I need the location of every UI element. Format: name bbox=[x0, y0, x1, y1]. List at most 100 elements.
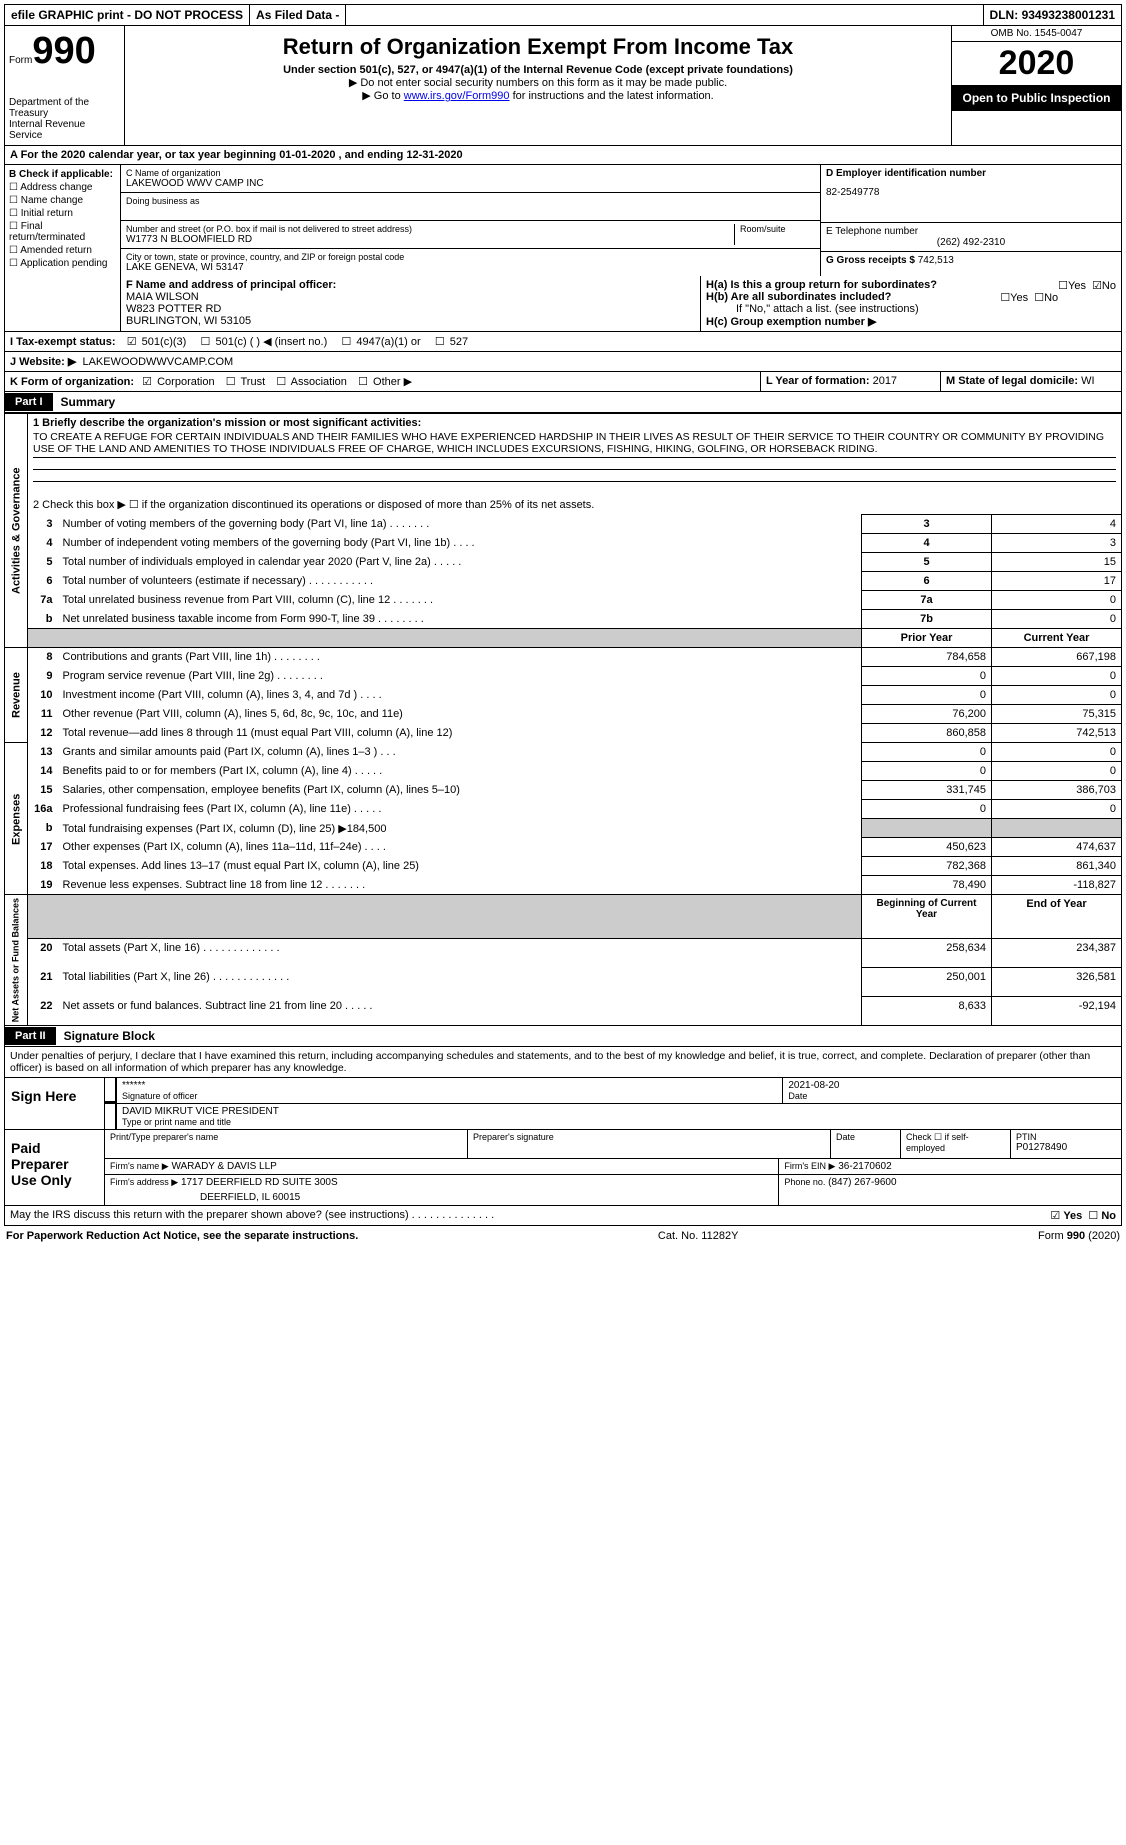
chk-initial-return[interactable]: Initial return bbox=[9, 208, 116, 219]
exp-18-num: 18 bbox=[28, 857, 58, 876]
gov-3-val: 4 bbox=[992, 515, 1122, 534]
opt-assoc: Association bbox=[291, 376, 347, 388]
net-22-text: Net assets or fund balances. Subtract li… bbox=[58, 997, 862, 1026]
chk-corp[interactable] bbox=[140, 376, 154, 388]
col-headers-rev: Prior YearCurrent Year bbox=[5, 629, 1122, 648]
chk-trust[interactable] bbox=[224, 376, 238, 388]
chk-501c3[interactable] bbox=[125, 336, 139, 348]
chk-name-change[interactable]: Name change bbox=[9, 195, 116, 206]
footer-catno: Cat. No. 11282Y bbox=[658, 1230, 739, 1242]
net-row-21: 21Total liabilities (Part X, line 26) . … bbox=[5, 968, 1122, 997]
topbar-spacer bbox=[346, 5, 983, 25]
sign-here-right: ****** Signature of officer 2021-08-20 D… bbox=[105, 1078, 1121, 1129]
officer-printed-name: DAVID MIKRUT VICE PRESIDENT bbox=[122, 1106, 1116, 1117]
sig-officer-cell: ****** Signature of officer bbox=[117, 1078, 783, 1103]
officer-label: F Name and address of principal officer: bbox=[126, 279, 695, 291]
exp-row-18: 18Total expenses. Add lines 13–17 (must … bbox=[5, 857, 1122, 876]
gov-7b-rn: 7b bbox=[862, 610, 992, 629]
rev-row-11: 11Other revenue (Part VIII, column (A), … bbox=[5, 705, 1122, 724]
irs-link[interactable]: www.irs.gov/Form990 bbox=[404, 90, 510, 102]
exp-14-text: Benefits paid to or for members (Part IX… bbox=[58, 762, 862, 781]
section-i: I Tax-exempt status: 501(c)(3) 501(c) ( … bbox=[4, 332, 1122, 352]
sig-date: 2021-08-20 bbox=[788, 1080, 1116, 1091]
exp-16b-prior bbox=[862, 819, 992, 838]
rev-11-num: 11 bbox=[28, 705, 58, 724]
gov-row-7a: 7aTotal unrelated business revenue from … bbox=[5, 591, 1122, 610]
sections-fh: F Name and address of principal officer:… bbox=[4, 276, 1122, 332]
chk-address-change[interactable]: Address change bbox=[9, 182, 116, 193]
chk-assoc[interactable] bbox=[274, 376, 288, 388]
officer-addr2: BURLINGTON, WI 53105 bbox=[126, 315, 695, 327]
instr-post: for instructions and the latest informat… bbox=[510, 90, 714, 102]
chk-4947[interactable] bbox=[339, 336, 353, 348]
net-22-end: -92,194 bbox=[992, 997, 1122, 1026]
exp-15-num: 15 bbox=[28, 781, 58, 800]
gov-7b-num: b bbox=[28, 610, 58, 629]
addr-row: Number and street (or P.O. box if mail i… bbox=[121, 221, 820, 249]
exp-13-prior: 0 bbox=[862, 743, 992, 762]
exp-19-current: -118,827 bbox=[992, 876, 1122, 895]
h-a-label: H(a) Is this a group return for subordin… bbox=[706, 279, 937, 291]
exp-13-text: Grants and similar amounts paid (Part IX… bbox=[58, 743, 862, 762]
firm-name-label: Firm's name ▶ bbox=[110, 1161, 169, 1171]
firm-city: DEERFIELD, IL 60015 bbox=[110, 1188, 773, 1203]
sig-officer-row: ****** Signature of officer 2021-08-20 D… bbox=[105, 1078, 1121, 1104]
net-21-text: Total liabilities (Part X, line 26) . . … bbox=[58, 968, 862, 997]
chk-amended[interactable]: Amended return bbox=[9, 245, 116, 256]
form-number: 990 bbox=[32, 30, 95, 72]
col-begin: Beginning of Current Year bbox=[862, 895, 992, 939]
col-prior: Prior Year bbox=[862, 629, 992, 648]
net-20-text: Total assets (Part X, line 16) . . . . .… bbox=[58, 939, 862, 968]
part2-tag: Part II bbox=[5, 1027, 56, 1045]
mission-line2 bbox=[33, 470, 1116, 482]
street-label: Number and street (or P.O. box if mail i… bbox=[126, 224, 729, 234]
gross-label: G Gross receipts $ bbox=[826, 255, 915, 266]
opt-trust: Trust bbox=[241, 376, 266, 388]
line2-discontinued: 2 Check this box ▶ ☐ if the organization… bbox=[28, 495, 1122, 515]
chk-other[interactable] bbox=[356, 376, 370, 388]
section-e: E Telephone number (262) 492-2310 bbox=[821, 223, 1121, 252]
exp-15-prior: 331,745 bbox=[862, 781, 992, 800]
rev-12-text: Total revenue—add lines 8 through 11 (mu… bbox=[58, 724, 862, 743]
col-current: Current Year bbox=[992, 629, 1122, 648]
gov-3-rn: 3 bbox=[862, 515, 992, 534]
street-value: W1773 N BLOOMFIELD RD bbox=[126, 234, 729, 245]
chk-application-pending[interactable]: Application pending bbox=[9, 258, 116, 269]
self-employed-chk[interactable]: Check ☐ if self-employed bbox=[901, 1130, 1011, 1158]
page-footer: For Paperwork Reduction Act Notice, see … bbox=[4, 1226, 1122, 1246]
phone-value: (262) 492-2310 bbox=[826, 237, 1116, 248]
j-label: J Website: ▶ bbox=[10, 356, 76, 368]
gov-4-text: Number of independent voting members of … bbox=[58, 534, 862, 553]
chk-501c[interactable] bbox=[199, 336, 213, 348]
firm-addr: 1717 DEERFIELD RD SUITE 300S bbox=[181, 1177, 338, 1188]
street-cell: Number and street (or P.O. box if mail i… bbox=[126, 224, 735, 245]
chk-final-return[interactable]: Final return/terminated bbox=[9, 221, 116, 243]
discuss-row: May the IRS discuss this return with the… bbox=[4, 1206, 1122, 1226]
chk-527[interactable] bbox=[433, 336, 447, 348]
gov-row-6: 6Total number of volunteers (estimate if… bbox=[5, 572, 1122, 591]
net-20-end: 234,387 bbox=[992, 939, 1122, 968]
part2-title: Signature Block bbox=[56, 1026, 163, 1046]
rev-12-prior: 860,858 bbox=[862, 724, 992, 743]
state-domicile: WI bbox=[1081, 375, 1094, 387]
mission-label: 1 Briefly describe the organization's mi… bbox=[33, 417, 421, 429]
gov-7b-text: Net unrelated business taxable income fr… bbox=[58, 610, 862, 629]
exp-17-text: Other expenses (Part IX, column (A), lin… bbox=[58, 838, 862, 857]
form-prefix: Form bbox=[9, 55, 32, 66]
section-a-taxyear: A For the 2020 calendar year, or tax yea… bbox=[4, 146, 1122, 165]
instr-ssn: ▶ Do not enter social security numbers o… bbox=[135, 76, 941, 89]
website-row: J Website: ▶ LAKEWOODWWVCAMP.COM bbox=[5, 352, 1121, 371]
prep-name-cell: Print/Type preparer's name bbox=[105, 1130, 468, 1158]
exp-17-current: 474,637 bbox=[992, 838, 1122, 857]
exp-15-current: 386,703 bbox=[992, 781, 1122, 800]
header-right: OMB No. 1545-0047 2020 Open to Public In… bbox=[951, 26, 1121, 145]
vtab-governance: Activities & Governance bbox=[5, 414, 28, 648]
exp-13-num: 13 bbox=[28, 743, 58, 762]
exp-16a-text: Professional fundraising fees (Part IX, … bbox=[58, 800, 862, 819]
section-h: H(a) Is this a group return for subordin… bbox=[701, 276, 1121, 331]
footer-form: Form 990 (2020) bbox=[1038, 1230, 1120, 1242]
org-name: LAKEWOOD WWV CAMP INC bbox=[126, 178, 815, 189]
firm-phone-label: Phone no. bbox=[784, 1177, 825, 1187]
vtab-expenses: Expenses bbox=[5, 743, 28, 895]
exp-17-num: 17 bbox=[28, 838, 58, 857]
